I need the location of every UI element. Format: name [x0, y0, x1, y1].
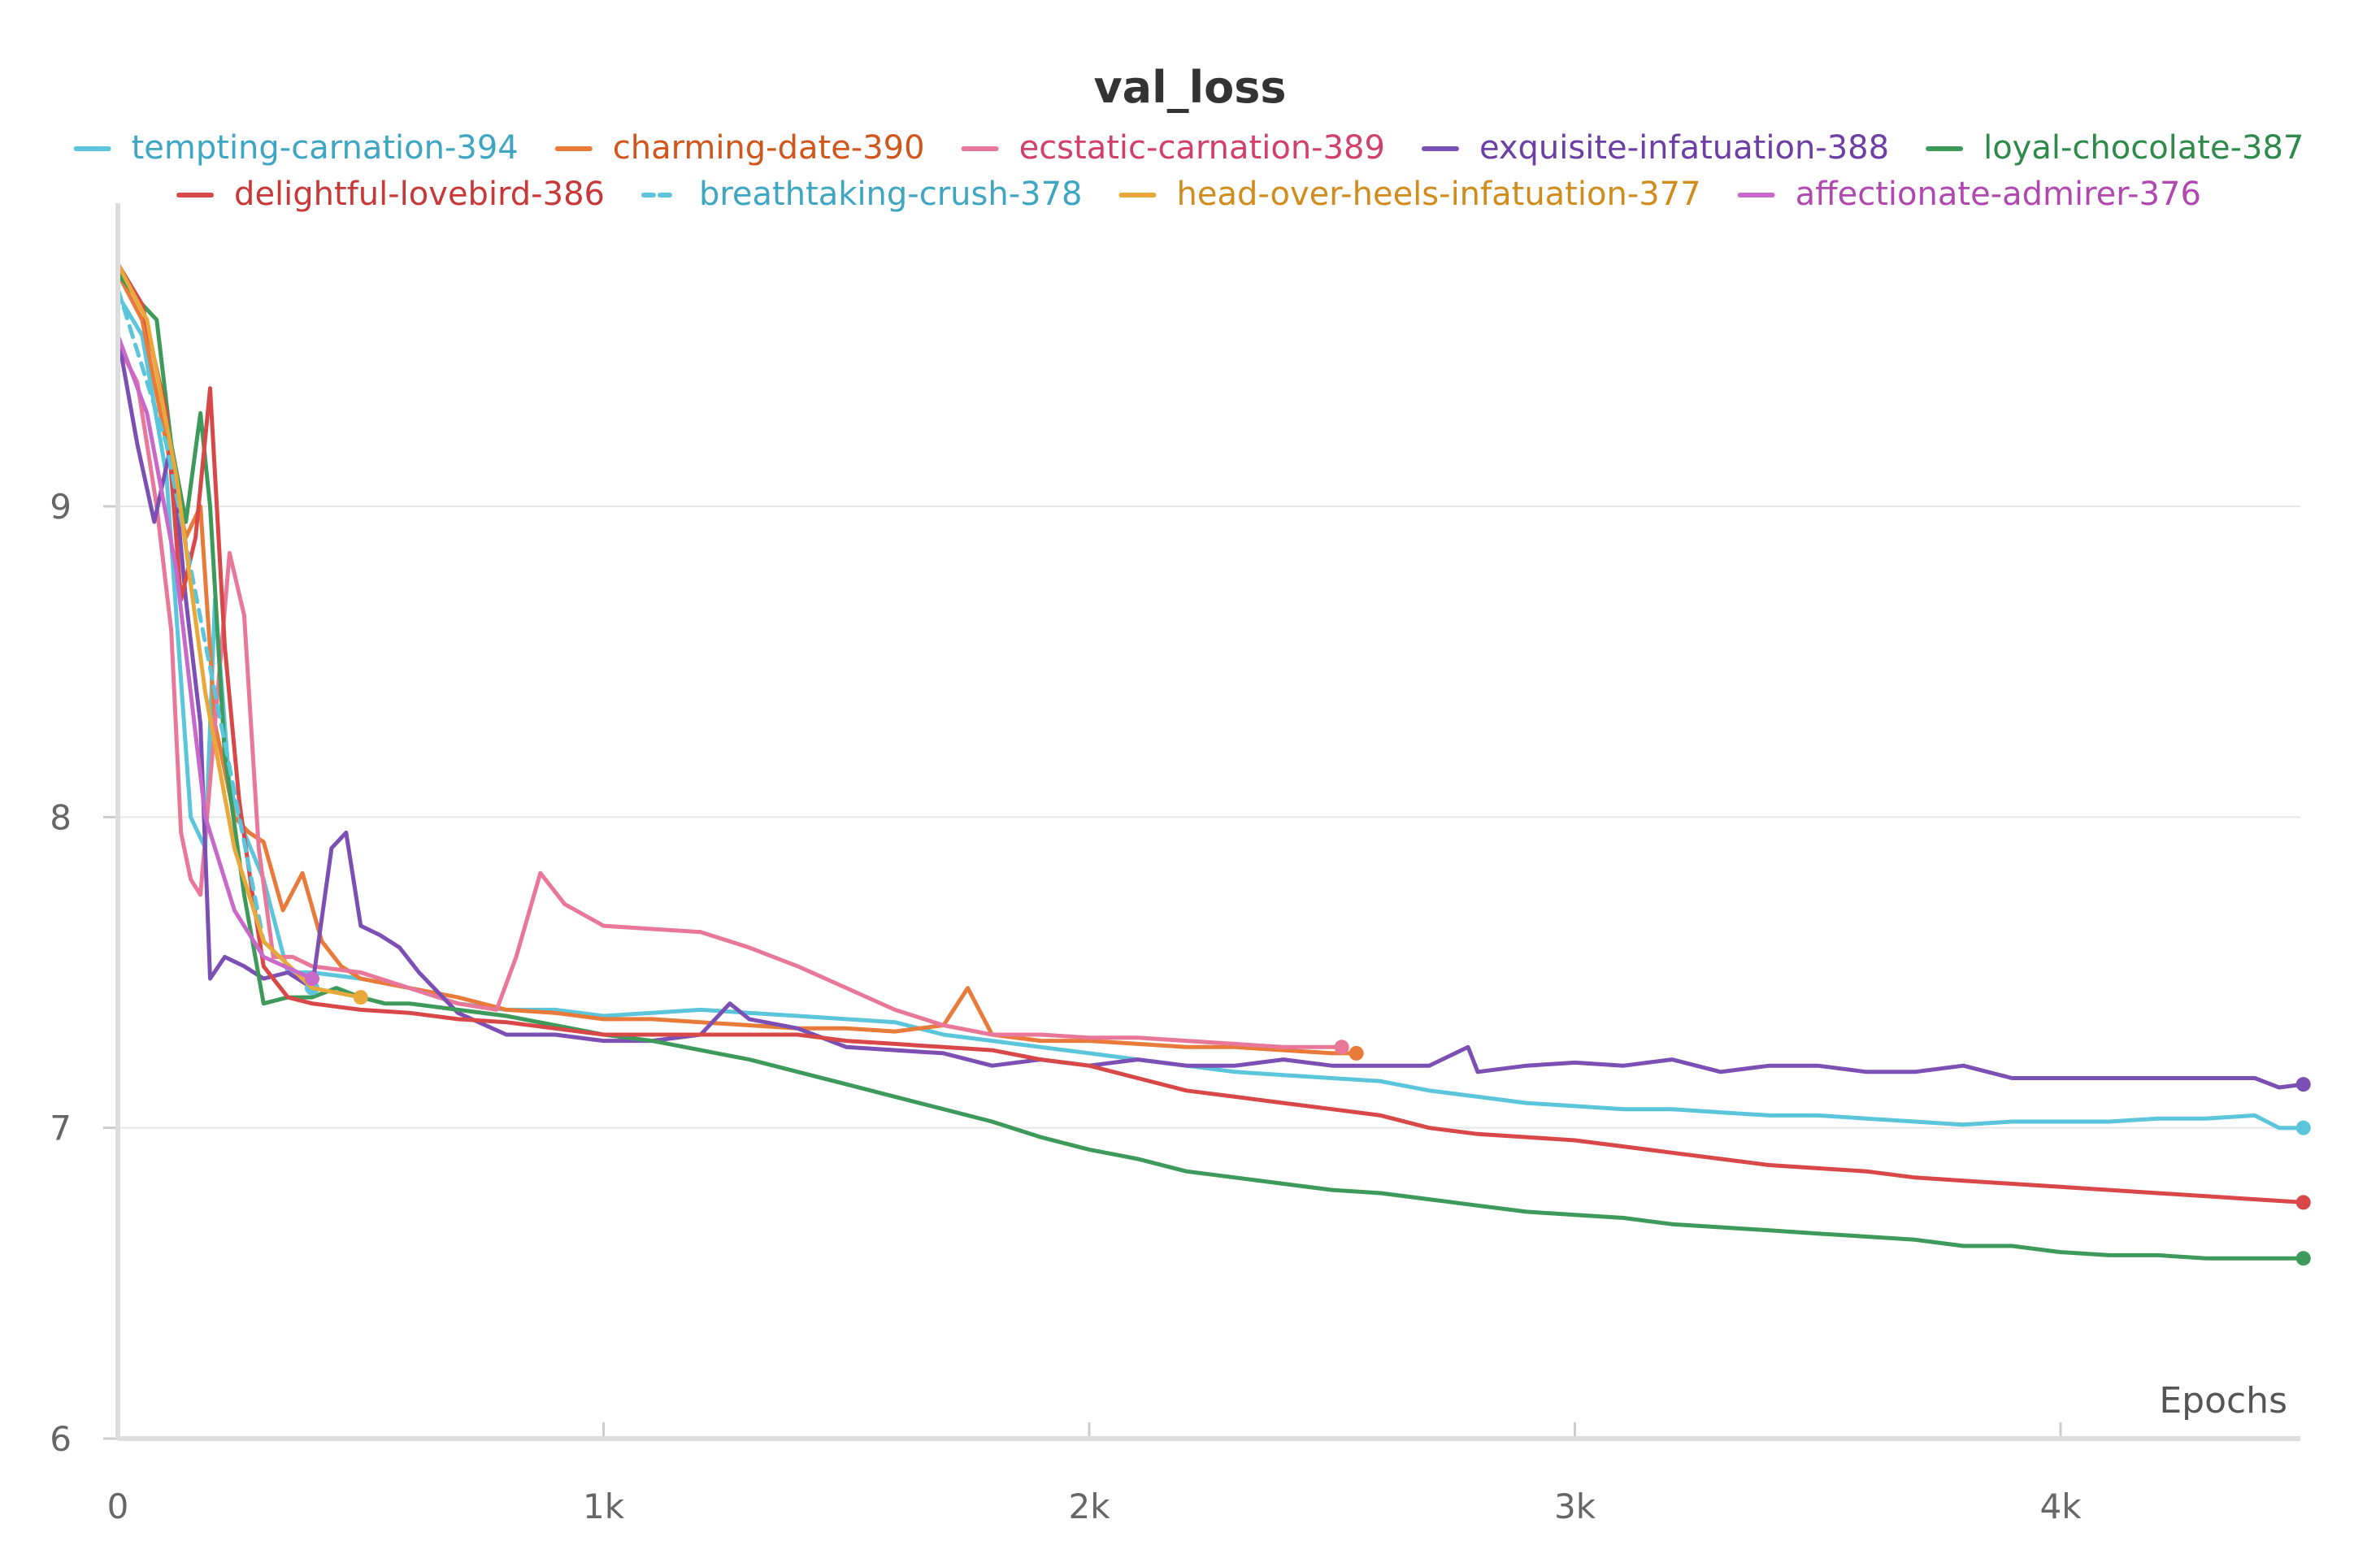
legend-item-loyal-chocolate-387[interactable]: loyal-chocolate-387 — [1983, 129, 2304, 167]
x-tick-label: 2k — [1068, 1487, 1110, 1526]
legend-item-tempting-carnation-394[interactable]: tempting-carnation-394 — [132, 129, 519, 167]
series-endpoint-charming-date-390 — [1349, 1045, 1364, 1061]
grid — [118, 506, 2300, 1129]
x-axis-label: Epochs — [2159, 1380, 2287, 1422]
series-line-delightful-lovebird-386 — [115, 262, 2306, 1205]
legend-item-ecstatic-carnation-389[interactable]: ecstatic-carnation-389 — [1019, 129, 1385, 167]
y-tick-label: 6 — [50, 1419, 72, 1459]
legend-item-exquisite-infatuation-388[interactable]: exquisite-infatuation-388 — [1479, 129, 1889, 167]
x-tick-label: 0 — [107, 1487, 129, 1526]
series-lines — [115, 262, 2311, 1266]
y-tick-label: 9 — [50, 487, 72, 527]
series-line-charming-date-390 — [115, 271, 1359, 1056]
legend-item-charming-date-390[interactable]: charming-date-390 — [613, 129, 925, 167]
series-line-exquisite-infatuation-388 — [115, 333, 2306, 1090]
series-endpoint-ecstatic-carnation-389 — [1334, 1040, 1349, 1055]
x-tick-label: 4k — [2039, 1487, 2082, 1526]
series-endpoint-loyal-chocolate-387 — [2295, 1251, 2311, 1266]
series-endpoint-exquisite-infatuation-388 — [2295, 1077, 2311, 1092]
legend: tempting-carnation-394 charming-date-390 e… — [73, 129, 2304, 213]
axes: 6 7 8 9 0 1k 2k 3k 4k — [50, 203, 2300, 1526]
series-line-tempting-carnation-394 — [115, 293, 2306, 1131]
series-line-affectionate-admirer-376 — [115, 333, 315, 981]
chart-title: val_loss — [1093, 62, 1286, 113]
y-tick-label: 8 — [50, 797, 72, 837]
series-endpoint-head-over-heels-infatuation-377 — [353, 990, 368, 1005]
legend-item-affectionate-admirer-376[interactable]: affectionate-admirer-376 — [1796, 176, 2201, 213]
y-tick-label: 7 — [50, 1109, 72, 1148]
legend-item-breathtaking-crush-378[interactable]: breathtaking-crush-378 — [699, 176, 1083, 213]
series-line-head-over-heels-infatuation-377 — [115, 262, 363, 1000]
series-endpoint-tempting-carnation-394 — [2295, 1120, 2311, 1135]
series-line-ecstatic-carnation-389 — [115, 342, 1344, 1049]
series-endpoint-delightful-lovebird-386 — [2295, 1195, 2311, 1210]
legend-item-head-over-heels-infatuation-377[interactable]: head-over-heels-infatuation-377 — [1177, 176, 1701, 213]
legend-item-delightful-lovebird-386[interactable]: delightful-lovebird-386 — [234, 176, 605, 213]
series-line-loyal-chocolate-387 — [115, 271, 2306, 1261]
series-endpoint-affectionate-admirer-376 — [305, 971, 319, 987]
x-tick-label: 3k — [1554, 1487, 1596, 1526]
x-tick-label: 1k — [583, 1487, 625, 1526]
